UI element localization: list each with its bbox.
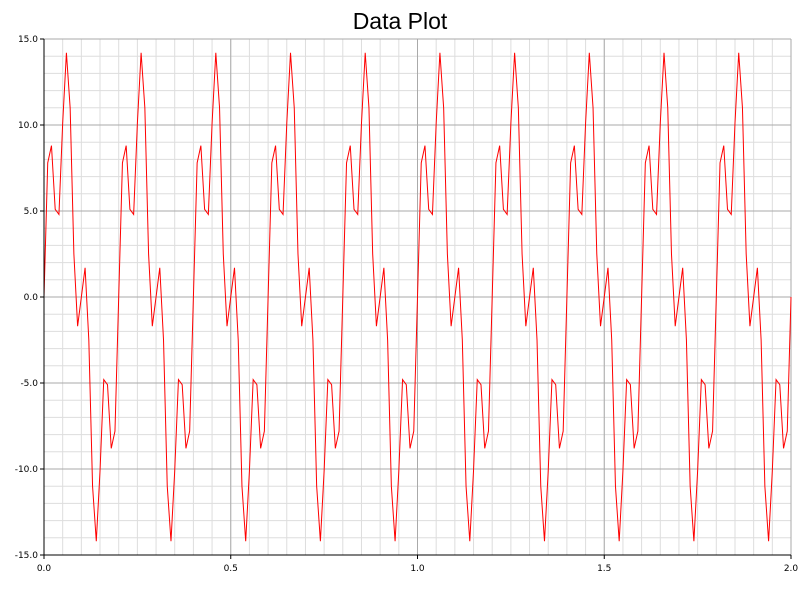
y-tick-label: 10.0	[18, 121, 38, 131]
x-tick-labels: 0.0 0.5 1.0 1.5 2.0	[37, 564, 799, 574]
x-tick-label: 0.0	[37, 564, 52, 574]
x-tick-label: 1.5	[597, 564, 611, 574]
y-tick-label: -15.0	[15, 551, 39, 561]
series-line	[43, 52, 792, 542]
y-tick-label: -5.0	[20, 379, 38, 389]
x-tick-label: 0.5	[224, 564, 238, 574]
axes	[40, 38, 792, 559]
y-tick-label: 0.0	[24, 293, 39, 303]
y-tick-label: -10.0	[15, 465, 39, 475]
y-tick-label: 15.0	[18, 35, 38, 45]
y-tick-label: 5.0	[24, 207, 39, 217]
y-tick-labels: 15.0 10.0 5.0 0.0 -5.0 -10.0 -15.0	[15, 35, 39, 561]
x-tick-label: 1.0	[410, 564, 425, 574]
chart-title: Data Plot	[352, 8, 448, 34]
x-tick-label: 2.0	[784, 564, 799, 574]
